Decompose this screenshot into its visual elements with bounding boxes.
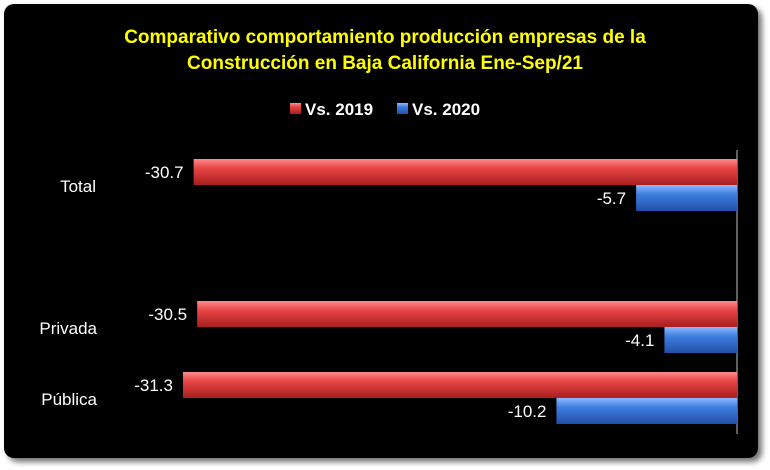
legend-label-vs2019: Vs. 2019: [305, 100, 373, 119]
category-labels: Total Privada Pública: [39, 177, 97, 409]
value-label-privada-vs2019: -30.5: [148, 305, 187, 324]
category-label-publica: Pública: [41, 390, 97, 409]
value-label-total-vs2019: -30.7: [145, 163, 184, 182]
value-labels: -30.7 -5.7 -30.5 -4.1 -31.3 -10.2: [134, 163, 654, 421]
category-label-privada: Privada: [39, 319, 97, 338]
legend-label-vs2020: Vs. 2020: [412, 100, 480, 119]
legend-swatch-vs2019: [290, 103, 301, 114]
legend-swatch-vs2020: [397, 103, 408, 114]
value-label-publica-vs2019: -31.3: [134, 376, 173, 395]
value-label-total-vs2020: -5.7: [597, 189, 626, 208]
bars-group: [182, 159, 738, 424]
bar-publica-vs2019: [182, 372, 738, 398]
legend: Vs. 2019 Vs. 2020: [290, 100, 480, 119]
bar-publica-vs2020: [556, 398, 737, 424]
value-label-privada-vs2020: -4.1: [625, 331, 654, 350]
category-label-total: Total: [60, 177, 96, 196]
bar-privada-vs2020: [664, 327, 737, 353]
chart-title-line-1: Comparativo comportamiento producción em…: [124, 27, 646, 48]
bar-total-vs2019: [193, 159, 738, 185]
value-label-publica-vs2020: -10.2: [508, 402, 547, 421]
chart-title-line-2: Construcción en Baja California Ene-Sep/…: [187, 53, 583, 74]
bar-privada-vs2019: [197, 301, 737, 327]
bar-total-vs2020: [636, 185, 737, 211]
